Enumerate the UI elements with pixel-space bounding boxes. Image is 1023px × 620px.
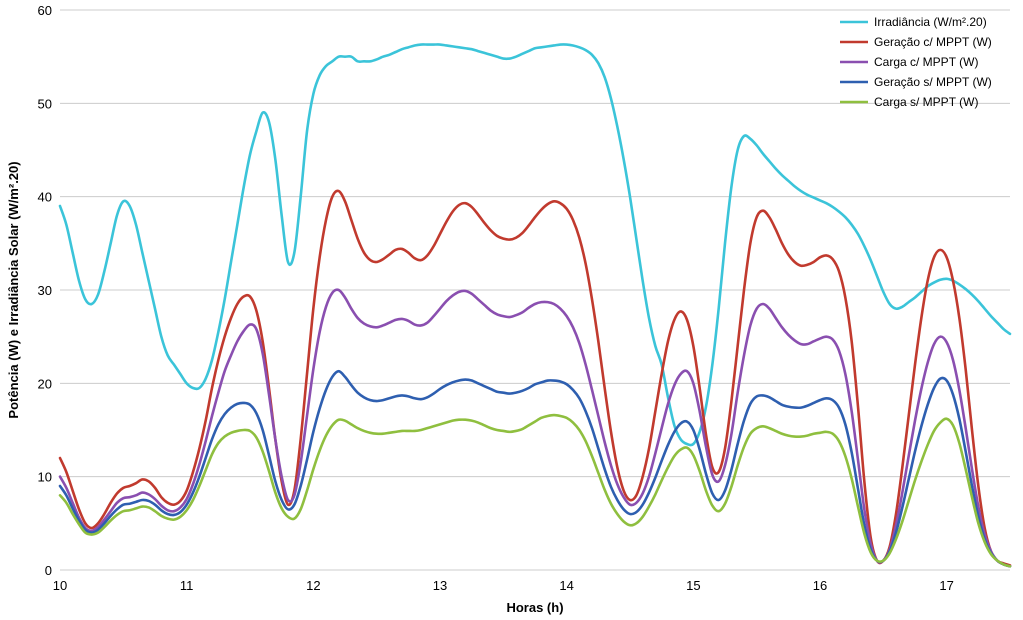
series-line-3 <box>60 371 1010 566</box>
x-tick-label: 15 <box>686 578 700 593</box>
chart-svg: 01020304050601011121314151617Horas (h)Po… <box>0 0 1023 620</box>
x-tick-label: 13 <box>433 578 447 593</box>
legend-label: Geração s/ MPPT (W) <box>874 75 992 89</box>
y-tick-label: 60 <box>38 3 52 18</box>
x-axis-label: Horas (h) <box>506 600 563 615</box>
y-tick-label: 50 <box>38 96 52 111</box>
x-tick-label: 11 <box>180 578 194 593</box>
y-tick-label: 10 <box>38 470 52 485</box>
y-tick-label: 40 <box>38 190 52 205</box>
y-tick-label: 0 <box>45 563 52 578</box>
line-chart: 01020304050601011121314151617Horas (h)Po… <box>0 0 1023 620</box>
legend-label: Geração c/ MPPT (W) <box>874 35 992 49</box>
legend-label: Irradiância (W/m².20) <box>874 15 987 29</box>
legend-label: Carga c/ MPPT (W) <box>874 55 978 69</box>
y-tick-label: 20 <box>38 376 52 391</box>
x-tick-label: 16 <box>813 578 827 593</box>
series-line-2 <box>60 290 1010 567</box>
x-tick-label: 10 <box>53 578 67 593</box>
legend-label: Carga s/ MPPT (W) <box>874 95 978 109</box>
series-line-1 <box>60 191 1010 565</box>
x-tick-label: 17 <box>939 578 953 593</box>
y-axis-label: Potência (W) e Irradiância Solar (W/m².2… <box>6 161 21 418</box>
y-tick-label: 30 <box>38 283 52 298</box>
x-tick-label: 14 <box>559 578 573 593</box>
x-tick-label: 12 <box>306 578 320 593</box>
